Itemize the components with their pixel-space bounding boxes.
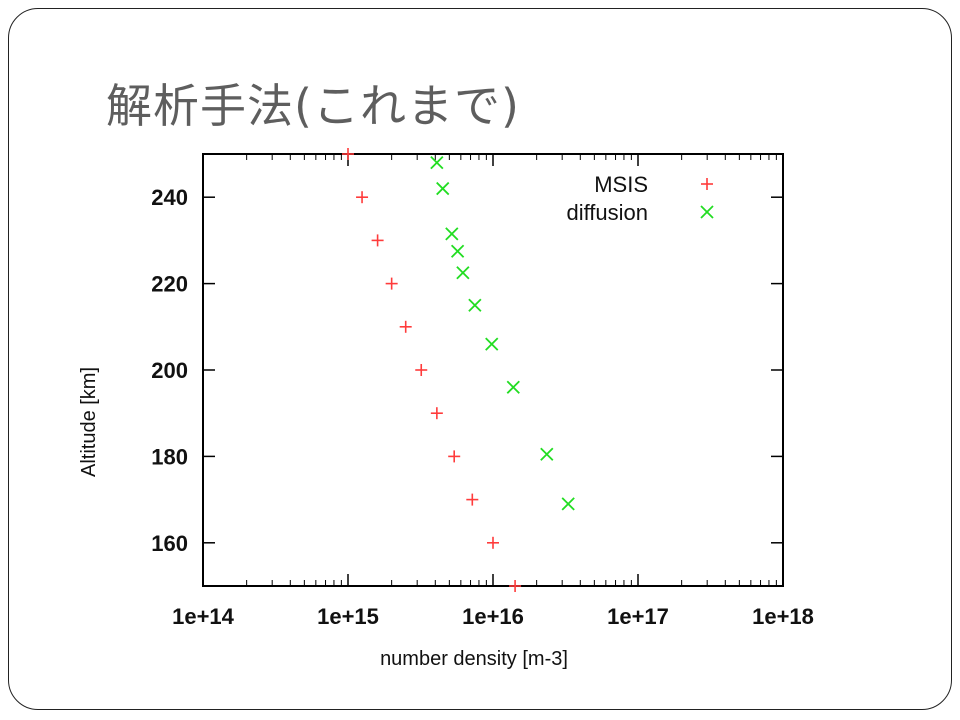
marker-stroke — [700, 205, 714, 219]
plot-area-frame — [202, 153, 784, 587]
diffusion-point — [506, 380, 520, 394]
y-tick-label: 240 — [151, 185, 188, 210]
axis-ticks: 1e+14 1e+15 1e+16 1e+17 1e+18 160 180 200 220 240 — [151, 154, 814, 629]
diffusion-point — [485, 337, 499, 351]
legend-marker — [701, 178, 713, 190]
x-tick-label: 1e+17 — [607, 604, 669, 629]
legend-label: MSIS — [594, 172, 648, 197]
diffusion-point — [436, 181, 450, 196]
slide-title: 解析手法(これまで) — [106, 79, 520, 133]
y-axis-label: Altitude [km] — [78, 367, 100, 477]
msis-point — [430, 407, 443, 420]
x-tick-label: 1e+14 — [172, 604, 235, 629]
marker-stroke — [561, 497, 575, 511]
marker-stroke — [468, 298, 482, 312]
slide-frame — [8, 8, 952, 710]
msis-point — [399, 320, 412, 333]
marker-stroke — [430, 156, 444, 170]
y-tick-label: 160 — [151, 531, 188, 556]
y-tick-label: 200 — [151, 358, 188, 383]
msis-point — [448, 450, 461, 463]
x-tick-label: 1e+15 — [317, 604, 379, 629]
msis-point — [385, 277, 398, 290]
msis-point — [342, 148, 354, 160]
marker-stroke — [436, 181, 450, 196]
legend: MSIS diffusion — [566, 172, 714, 225]
marker-stroke — [506, 380, 520, 394]
diffusion-point — [450, 244, 465, 258]
msis-point — [415, 364, 428, 376]
msis-point — [356, 191, 369, 204]
diffusion-point — [430, 156, 444, 170]
msis-point — [466, 493, 479, 506]
legend-marker — [700, 205, 714, 219]
marker-stroke — [485, 337, 499, 351]
diffusion-point — [561, 497, 575, 511]
x-tick-label: 1e+18 — [752, 604, 814, 629]
x-axis-label: number density [m-3] — [380, 648, 568, 670]
y-tick-label: 180 — [151, 444, 188, 469]
diffusion-point — [456, 266, 470, 280]
msis-point — [509, 580, 522, 592]
marker-stroke — [450, 244, 465, 258]
data-points — [342, 148, 575, 592]
legend-label: diffusion — [566, 200, 648, 225]
x-tick-label: 1e+16 — [462, 604, 524, 629]
y-tick-label: 220 — [151, 272, 188, 297]
msis-point — [487, 536, 499, 549]
marker-stroke — [445, 227, 459, 241]
marker-stroke — [456, 266, 470, 280]
diffusion-point — [540, 447, 554, 461]
diffusion-point — [468, 298, 482, 312]
diffusion-point — [445, 227, 459, 241]
msis-point — [371, 234, 384, 247]
marker-stroke — [540, 447, 554, 461]
